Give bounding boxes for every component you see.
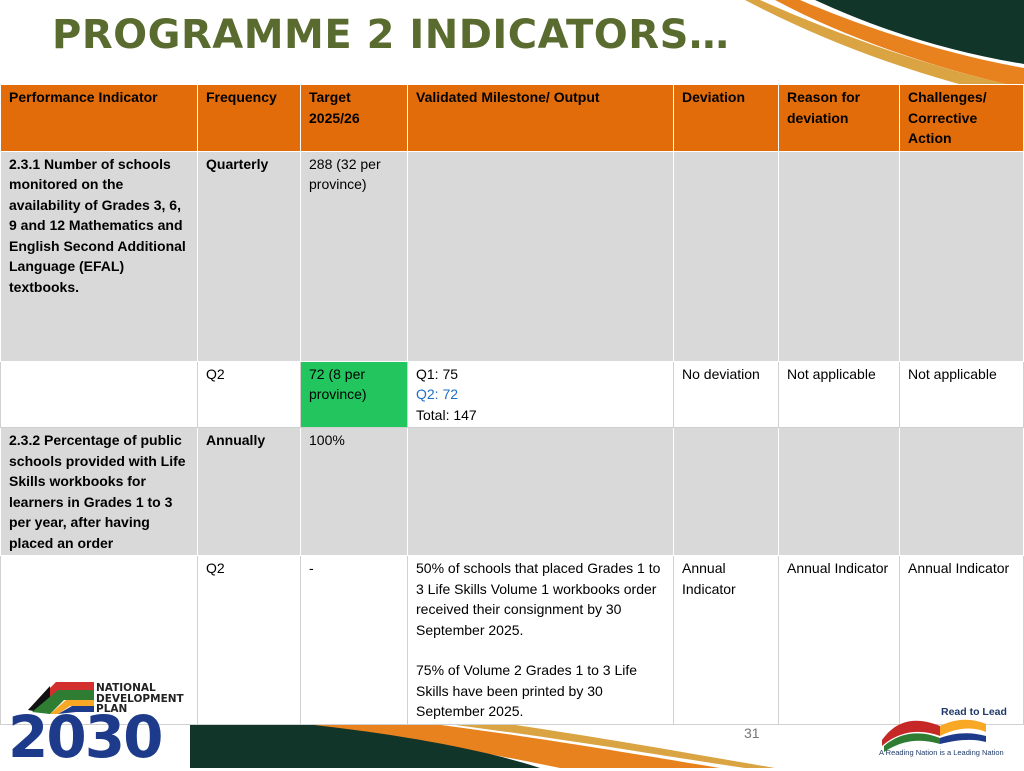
frequency-cell: Q2 bbox=[197, 360, 301, 428]
milestone-paragraph-1: 50% of schools that placed Grades 1 to 3… bbox=[416, 560, 661, 638]
challenges-cell: Annual Indicator bbox=[899, 555, 1024, 725]
reason-cell bbox=[778, 150, 900, 362]
target-cell: 72 (8 per province) bbox=[300, 360, 408, 428]
table-row: Q2 - 50% of schools that placed Grades 1… bbox=[0, 555, 1024, 725]
deviation-cell: Annual Indicator bbox=[673, 555, 779, 725]
header-deviation: Deviation bbox=[673, 84, 779, 152]
table-row: 2.3.2 Percentage of public schools provi… bbox=[0, 427, 1024, 556]
frequency-cell: Q2 bbox=[197, 555, 301, 725]
indicator-cell: 2.3.1 Number of schools monitored on the… bbox=[0, 150, 198, 362]
indicator-cell bbox=[0, 360, 198, 428]
header-target: Target 2025/26 bbox=[300, 84, 408, 152]
milestone-paragraph-2: 75% of Volume 2 Grades 1 to 3 Life Skill… bbox=[416, 662, 638, 719]
deviation-cell: No deviation bbox=[673, 360, 779, 428]
table-row: 2.3.1 Number of schools monitored on the… bbox=[0, 150, 1024, 362]
target-cell: 100% bbox=[300, 427, 408, 556]
milestone-cell: Q1: 75 Q2: 72 Total: 147 bbox=[407, 360, 674, 428]
read-to-lead-tagline: A Reading Nation is a Leading Nation bbox=[879, 748, 1004, 757]
table-header-row: Performance Indicator Frequency Target 2… bbox=[0, 84, 1024, 152]
top-swoosh-dark bbox=[815, 0, 1024, 64]
reason-cell: Not applicable bbox=[778, 360, 900, 428]
indicator-cell bbox=[0, 555, 198, 725]
bottom-swoosh-dark bbox=[190, 718, 540, 768]
frequency-cell: Quarterly bbox=[197, 150, 301, 362]
reason-cell: Annual Indicator bbox=[778, 555, 900, 725]
table-row: Q2 72 (8 per province) Q1: 75 Q2: 72 Tot… bbox=[0, 360, 1024, 428]
indicator-cell: 2.3.2 Percentage of public schools provi… bbox=[0, 427, 198, 556]
header-frequency: Frequency bbox=[197, 84, 301, 152]
header-reason-for-deviation: Reason for deviation bbox=[778, 84, 900, 152]
top-swoosh-gold bbox=[745, 0, 1024, 100]
milestone-cell bbox=[407, 150, 674, 362]
ndp-logo-text: NATIONAL DEVELOPMENT PLAN bbox=[96, 682, 184, 715]
challenges-cell bbox=[899, 150, 1024, 362]
header-challenges: Challenges/ Corrective Action bbox=[899, 84, 1024, 152]
reason-cell bbox=[778, 427, 900, 556]
ndp-logo-year: 2030 bbox=[8, 703, 163, 771]
page-title: PROGRAMME 2 INDICATORS… bbox=[52, 12, 730, 58]
milestone-cell: 50% of schools that placed Grades 1 to 3… bbox=[407, 555, 674, 725]
milestone-cell bbox=[407, 427, 674, 556]
challenges-cell bbox=[899, 427, 1024, 556]
target-cell: 288 (32 per province) bbox=[300, 150, 408, 362]
milestone-total: Total: 147 bbox=[416, 406, 477, 423]
top-swoosh-orange bbox=[775, 0, 1024, 88]
deviation-cell bbox=[673, 150, 779, 362]
frequency-cell: Annually bbox=[197, 427, 301, 556]
target-cell: - bbox=[300, 555, 408, 725]
milestone-q2: Q2: 72 bbox=[416, 386, 459, 402]
milestone-q1: Q1: 75 bbox=[416, 365, 459, 382]
open-book-icon bbox=[882, 719, 986, 752]
challenges-cell: Not applicable bbox=[899, 360, 1024, 428]
deviation-cell bbox=[673, 427, 779, 556]
ndp-flag-icon bbox=[28, 682, 94, 714]
header-validated-milestone: Validated Milestone/ Output bbox=[407, 84, 674, 152]
indicators-table: Performance Indicator Frequency Target 2… bbox=[0, 84, 1024, 725]
read-to-lead-title: Read to Lead bbox=[941, 706, 1007, 718]
page-number: 31 bbox=[744, 725, 760, 741]
header-performance-indicator: Performance Indicator bbox=[0, 84, 198, 152]
